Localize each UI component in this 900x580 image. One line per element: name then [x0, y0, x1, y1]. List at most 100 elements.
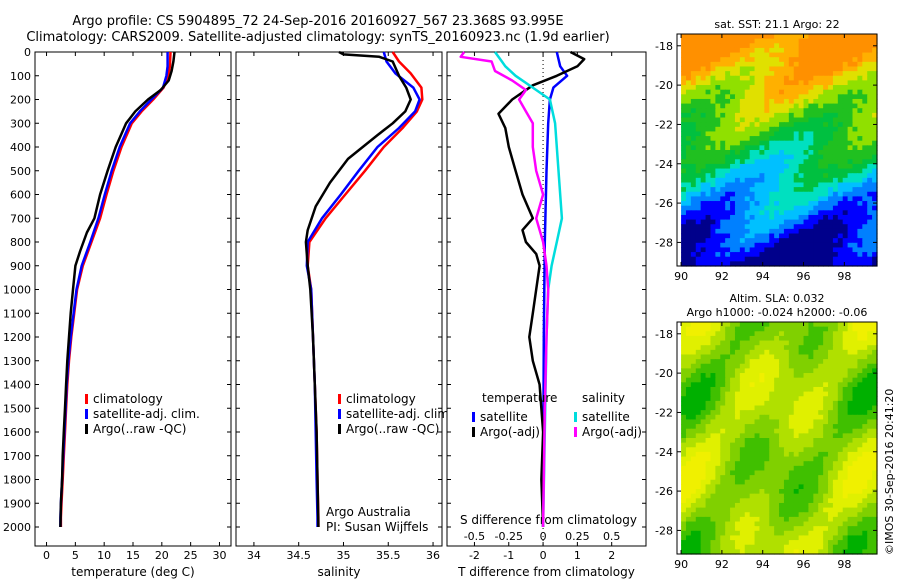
map-cell [720, 331, 726, 337]
map-cell [730, 345, 736, 351]
map-x-tick-label: 92 [715, 558, 729, 571]
map-y-tick-label: -18 [655, 328, 673, 341]
map-cell [749, 479, 756, 485]
map-cell [720, 122, 726, 128]
map-cell [764, 326, 770, 332]
map-cell [867, 540, 873, 546]
map-cell [705, 484, 712, 490]
map-cell [685, 173, 692, 179]
map-cell [749, 512, 756, 518]
map-cell [720, 219, 726, 225]
map-cell [685, 228, 692, 235]
map-cell [852, 214, 859, 221]
map-cell [690, 47, 697, 54]
map-cell [749, 498, 756, 504]
map-cell [685, 428, 692, 434]
map-cell [779, 154, 785, 160]
map-cell [867, 373, 873, 379]
map-cell [852, 224, 859, 230]
map-cell [793, 182, 800, 188]
map-cell [739, 512, 746, 518]
map-cell [852, 140, 859, 146]
map-cell [779, 61, 785, 68]
map-cell [690, 38, 697, 44]
legend-label: climatology [346, 392, 416, 406]
map-cell [818, 419, 824, 425]
map-cell [788, 331, 795, 337]
map-cell [779, 85, 785, 91]
map-cell [808, 252, 814, 258]
map-cell [832, 261, 839, 267]
map-cell [700, 526, 707, 532]
map-cell [764, 400, 770, 407]
map-cell [832, 191, 839, 197]
map-cell [862, 112, 868, 119]
map-cell [710, 159, 716, 165]
map-cell [857, 224, 863, 230]
map-cell [828, 340, 834, 346]
map-cell [754, 447, 761, 453]
map-cell [798, 391, 805, 397]
map-cell [818, 126, 824, 133]
map-cell [690, 377, 697, 383]
map-cell [783, 516, 790, 523]
map-cell [847, 210, 854, 216]
map-cell [681, 75, 687, 81]
map-cell [842, 196, 849, 202]
map-cell [681, 247, 687, 253]
map-cell [867, 173, 873, 179]
map-cell [739, 61, 746, 68]
map-cell [739, 210, 746, 216]
map-cell [754, 433, 761, 439]
map-cell [847, 71, 854, 77]
map-cell [779, 168, 785, 174]
map-cell [813, 228, 819, 235]
map-cell [862, 140, 868, 146]
map-cell [867, 117, 873, 123]
map-cell [837, 382, 844, 388]
map-cell [690, 442, 697, 448]
map-cell [774, 261, 780, 267]
map-cell [867, 261, 873, 267]
map-cell [823, 159, 829, 165]
map-cell [793, 154, 800, 160]
map-cell [783, 57, 790, 63]
map-cell [749, 377, 756, 383]
map-cell [774, 442, 780, 448]
map-cell [828, 331, 834, 337]
map-cell [808, 191, 814, 197]
map-cell [842, 484, 849, 490]
map-cell [700, 182, 707, 188]
map-cell [852, 210, 859, 216]
map-cell [867, 205, 873, 211]
map-cell [685, 34, 692, 40]
map-cell [715, 382, 721, 388]
map-cell [730, 498, 736, 504]
map-cell [690, 122, 697, 128]
map-cell [808, 447, 814, 453]
map-cell [769, 447, 775, 453]
map-cell [813, 38, 819, 44]
map-cell [828, 451, 834, 458]
map-cell [867, 66, 873, 72]
map-cell [754, 252, 761, 258]
map-cell [803, 484, 810, 490]
map-cell [828, 228, 834, 235]
map-cell [739, 228, 746, 235]
map-cell [823, 433, 829, 439]
map-cell [681, 173, 687, 179]
map-cell [705, 159, 712, 165]
map-cell [764, 38, 770, 44]
map-cell [783, 140, 790, 146]
map-cell [705, 145, 712, 151]
map-cell [783, 98, 790, 105]
map-cell [813, 363, 819, 369]
map-cell [872, 182, 878, 188]
map-cell [808, 66, 814, 72]
map-cell [798, 368, 805, 374]
map-cell [764, 484, 770, 490]
map-cell [685, 322, 692, 328]
map-cell [837, 489, 844, 495]
map-cell [779, 516, 785, 523]
map-cell [730, 242, 736, 249]
